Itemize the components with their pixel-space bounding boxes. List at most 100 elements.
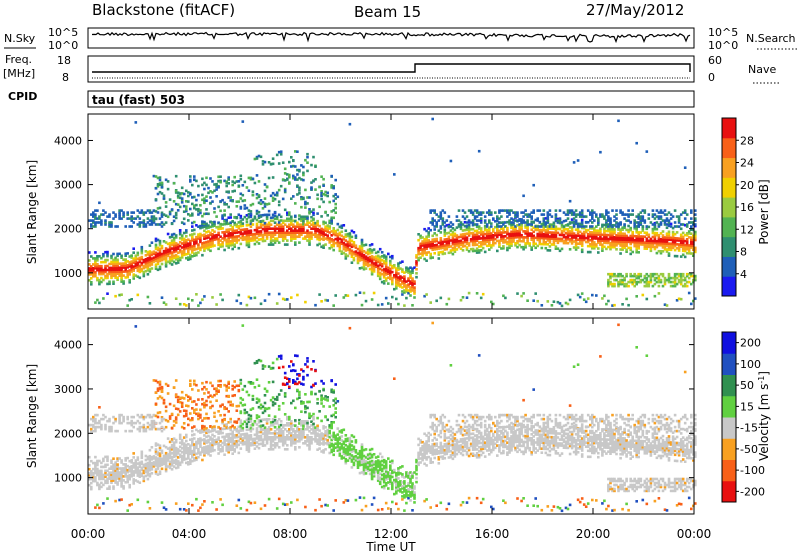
velocity-cell	[122, 415, 125, 419]
power-cell	[257, 238, 261, 241]
velocity-cell	[92, 477, 95, 481]
power-cell	[623, 236, 626, 240]
power-cell	[110, 266, 113, 270]
velocity-cell	[156, 411, 160, 415]
power-cell	[625, 238, 628, 242]
power-cell	[235, 235, 239, 238]
power-cell	[483, 226, 487, 230]
velocity-cell	[110, 473, 113, 476]
power-cell	[189, 175, 192, 178]
power-cell	[415, 262, 418, 265]
power-cell	[639, 239, 643, 242]
power-cell	[572, 223, 576, 226]
power-cell	[231, 237, 234, 241]
power-cell	[185, 239, 188, 242]
power-cell	[627, 228, 630, 232]
power-cell	[302, 225, 305, 228]
power-cell	[251, 233, 255, 236]
velocity-cell	[180, 442, 184, 446]
power-cell	[524, 230, 527, 233]
velocity-cell	[100, 485, 103, 489]
velocity-cell	[191, 451, 194, 455]
power-cell	[90, 277, 93, 280]
power-cell	[439, 213, 443, 216]
power-cell	[94, 223, 97, 226]
power-cell	[389, 267, 392, 271]
power-cell	[237, 246, 241, 250]
noise-right-label: N.Search	[746, 32, 796, 45]
power-cell	[500, 235, 503, 238]
power-cell	[174, 242, 178, 245]
power-cell	[647, 241, 651, 245]
power-cell	[156, 262, 160, 266]
velocity-cell	[164, 457, 168, 461]
power-cell	[653, 231, 657, 235]
velocity-cell	[164, 469, 168, 473]
power-cell	[651, 215, 655, 218]
power-cell	[213, 234, 216, 237]
velocity-cell	[150, 425, 154, 429]
power-cell	[108, 266, 111, 270]
power-cell	[384, 277, 388, 280]
power-cell	[172, 248, 176, 252]
velocity-cell	[180, 401, 184, 405]
power-cell	[621, 244, 624, 247]
power-cell	[391, 266, 394, 270]
power-cell	[441, 252, 445, 256]
power-cell	[304, 158, 307, 162]
power-cell	[172, 246, 176, 250]
power-cell	[259, 224, 263, 227]
power-cell	[679, 241, 683, 244]
power-cell	[488, 211, 491, 214]
power-cell	[257, 216, 261, 219]
power-cell	[435, 247, 438, 251]
power-cell	[580, 236, 584, 240]
power-cell	[589, 225, 592, 228]
power-cell	[235, 229, 239, 232]
power-cell	[637, 241, 640, 244]
power-cell	[639, 280, 643, 284]
power-cell	[164, 263, 168, 266]
power-cell	[508, 246, 511, 250]
power-cell	[237, 225, 241, 228]
power-cell	[665, 223, 669, 226]
power-cell	[659, 242, 663, 245]
power-cell	[562, 241, 566, 245]
power-cell	[364, 261, 368, 264]
velocity-cell	[207, 450, 210, 454]
power-cell	[629, 234, 632, 238]
power-cell	[546, 219, 550, 222]
power-cell	[471, 227, 475, 231]
power-cell	[310, 223, 313, 226]
power-cell	[213, 222, 216, 225]
velocity-cell	[170, 446, 174, 449]
power-cell	[225, 221, 228, 225]
power-cell	[637, 272, 640, 276]
power-cell	[90, 255, 93, 258]
power-cell	[384, 259, 388, 262]
velocity-cell	[114, 481, 117, 484]
power-cell	[96, 263, 99, 266]
velocity-cell	[170, 440, 174, 443]
power-cell	[461, 241, 465, 244]
power-cell	[465, 248, 469, 251]
power-cell	[483, 219, 487, 222]
power-cell	[391, 256, 394, 260]
velocity-cell	[138, 471, 142, 474]
power-cell	[116, 254, 119, 258]
power-cell	[94, 267, 97, 270]
velocity-cell	[205, 399, 208, 403]
power-cell	[659, 280, 663, 284]
power-cell	[481, 240, 485, 244]
power-cell	[245, 231, 249, 235]
power-cell	[603, 233, 606, 237]
power-cell	[322, 222, 325, 226]
velocity-cell	[88, 455, 91, 459]
velocity-cell	[203, 427, 206, 430]
power-cell	[310, 210, 313, 213]
power-cell	[508, 222, 511, 226]
power-cell	[687, 272, 691, 276]
power-cell	[457, 241, 461, 245]
power-cell	[387, 302, 390, 305]
power-cell	[637, 231, 640, 234]
